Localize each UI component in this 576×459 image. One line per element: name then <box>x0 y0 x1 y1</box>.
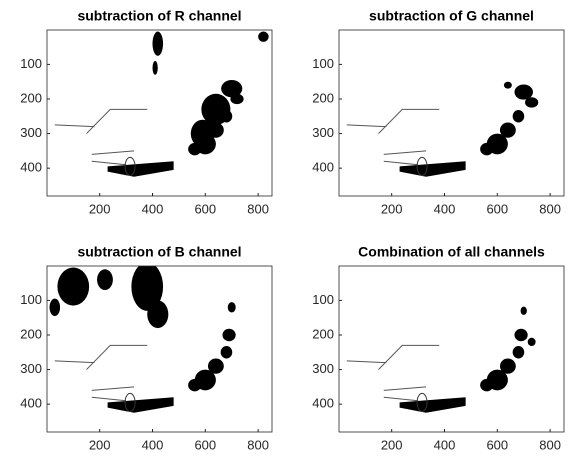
mask-blob <box>57 267 90 306</box>
x-tick-label: 400 <box>142 201 164 216</box>
x-tick-label: 200 <box>381 437 403 452</box>
x-tick-label: 800 <box>247 437 269 452</box>
car-outline <box>346 108 440 166</box>
mask-blob <box>227 302 236 313</box>
car-shadow <box>107 397 174 413</box>
y-tick-label: 200 <box>312 326 334 341</box>
mask-blob <box>258 31 269 42</box>
mask-blob <box>514 328 528 342</box>
mask-blob <box>222 328 236 342</box>
x-tick-label: 200 <box>89 201 111 216</box>
mask-blob <box>499 122 516 138</box>
car-outline <box>54 344 148 402</box>
y-tick-label: 100 <box>20 292 42 307</box>
mask-blob <box>514 84 533 100</box>
x-tick-label: 800 <box>247 201 269 216</box>
subplot: subtraction of G channel 200 400 600 800 100 2… <box>312 8 565 216</box>
axes-frame <box>46 265 273 433</box>
y-tick-label: 100 <box>312 292 334 307</box>
x-tick-label: 600 <box>194 201 216 216</box>
subplot-title: subtraction of B channel <box>77 244 241 260</box>
image <box>339 266 564 432</box>
mask-blob <box>520 306 527 315</box>
mask-blob <box>220 346 233 359</box>
mask-blob <box>499 358 516 374</box>
car-outline <box>346 344 440 402</box>
mask-blob <box>152 31 164 56</box>
mask-blob <box>188 378 202 392</box>
mask-blob <box>152 60 158 75</box>
y-tick-label: 100 <box>312 56 334 71</box>
y-tick-label: 400 <box>20 396 42 411</box>
y-tick-label: 200 <box>20 326 42 341</box>
subplot-title: subtraction of R channel <box>77 8 241 24</box>
image <box>47 266 272 432</box>
car-shadow <box>399 161 466 177</box>
y-tick-label: 300 <box>312 361 334 376</box>
mask-blob <box>221 79 243 98</box>
mask-blob <box>147 300 169 329</box>
x-tick-label: 600 <box>486 201 508 216</box>
y-tick-label: 400 <box>312 396 334 411</box>
y-tick-label: 300 <box>20 361 42 376</box>
x-tick-label: 400 <box>142 437 164 452</box>
x-tick-label: 200 <box>381 201 403 216</box>
subplot-title: subtraction of G channel <box>369 8 534 24</box>
y-tick-label: 100 <box>20 56 42 71</box>
x-tick-label: 800 <box>539 437 561 452</box>
mask-blob <box>97 269 113 291</box>
x-tick-label: 200 <box>89 437 111 452</box>
mask-blob <box>207 358 224 374</box>
x-tick-label: 400 <box>434 201 456 216</box>
x-tick-label: 600 <box>194 437 216 452</box>
y-tick-label: 300 <box>20 125 42 140</box>
mask-blob <box>525 97 539 108</box>
subplot: subtraction of R channel 200 400 600 800 100 2… <box>20 8 273 216</box>
axes-frame <box>338 29 565 197</box>
wheel <box>124 392 136 412</box>
car-outline <box>54 108 148 166</box>
mask-blob <box>512 346 525 359</box>
mask-blob <box>131 266 164 311</box>
mask-blob <box>49 298 61 316</box>
wheel <box>124 156 136 176</box>
mask-blob <box>480 142 494 156</box>
mask-blob <box>503 81 512 89</box>
x-tick-label: 600 <box>486 437 508 452</box>
car-shadow <box>107 161 174 177</box>
y-tick-label: 400 <box>20 160 42 175</box>
image <box>339 30 564 196</box>
subplot-title: Combination of all channels <box>358 244 545 260</box>
image <box>47 30 272 196</box>
mask-blob <box>230 93 244 105</box>
y-tick-label: 200 <box>20 90 42 105</box>
axes-frame <box>338 265 565 433</box>
mask-blob <box>527 337 536 347</box>
car-shadow <box>399 397 466 413</box>
mask-blob <box>480 378 494 392</box>
x-tick-label: 800 <box>539 201 561 216</box>
wheel <box>416 392 428 412</box>
mask-blob <box>201 93 231 125</box>
subplot: subtraction of B channel 200 400 600 800 100 2… <box>20 244 273 452</box>
y-tick-label: 300 <box>312 125 334 140</box>
x-tick-label: 400 <box>434 437 456 452</box>
mask-blob <box>512 110 525 123</box>
mask-blob <box>190 119 215 148</box>
y-tick-label: 400 <box>312 160 334 175</box>
subplot: Combination of all channels 200 400 600 800 1… <box>312 244 565 452</box>
wheel <box>416 156 428 176</box>
axes-frame <box>46 29 273 197</box>
y-tick-label: 200 <box>312 90 334 105</box>
